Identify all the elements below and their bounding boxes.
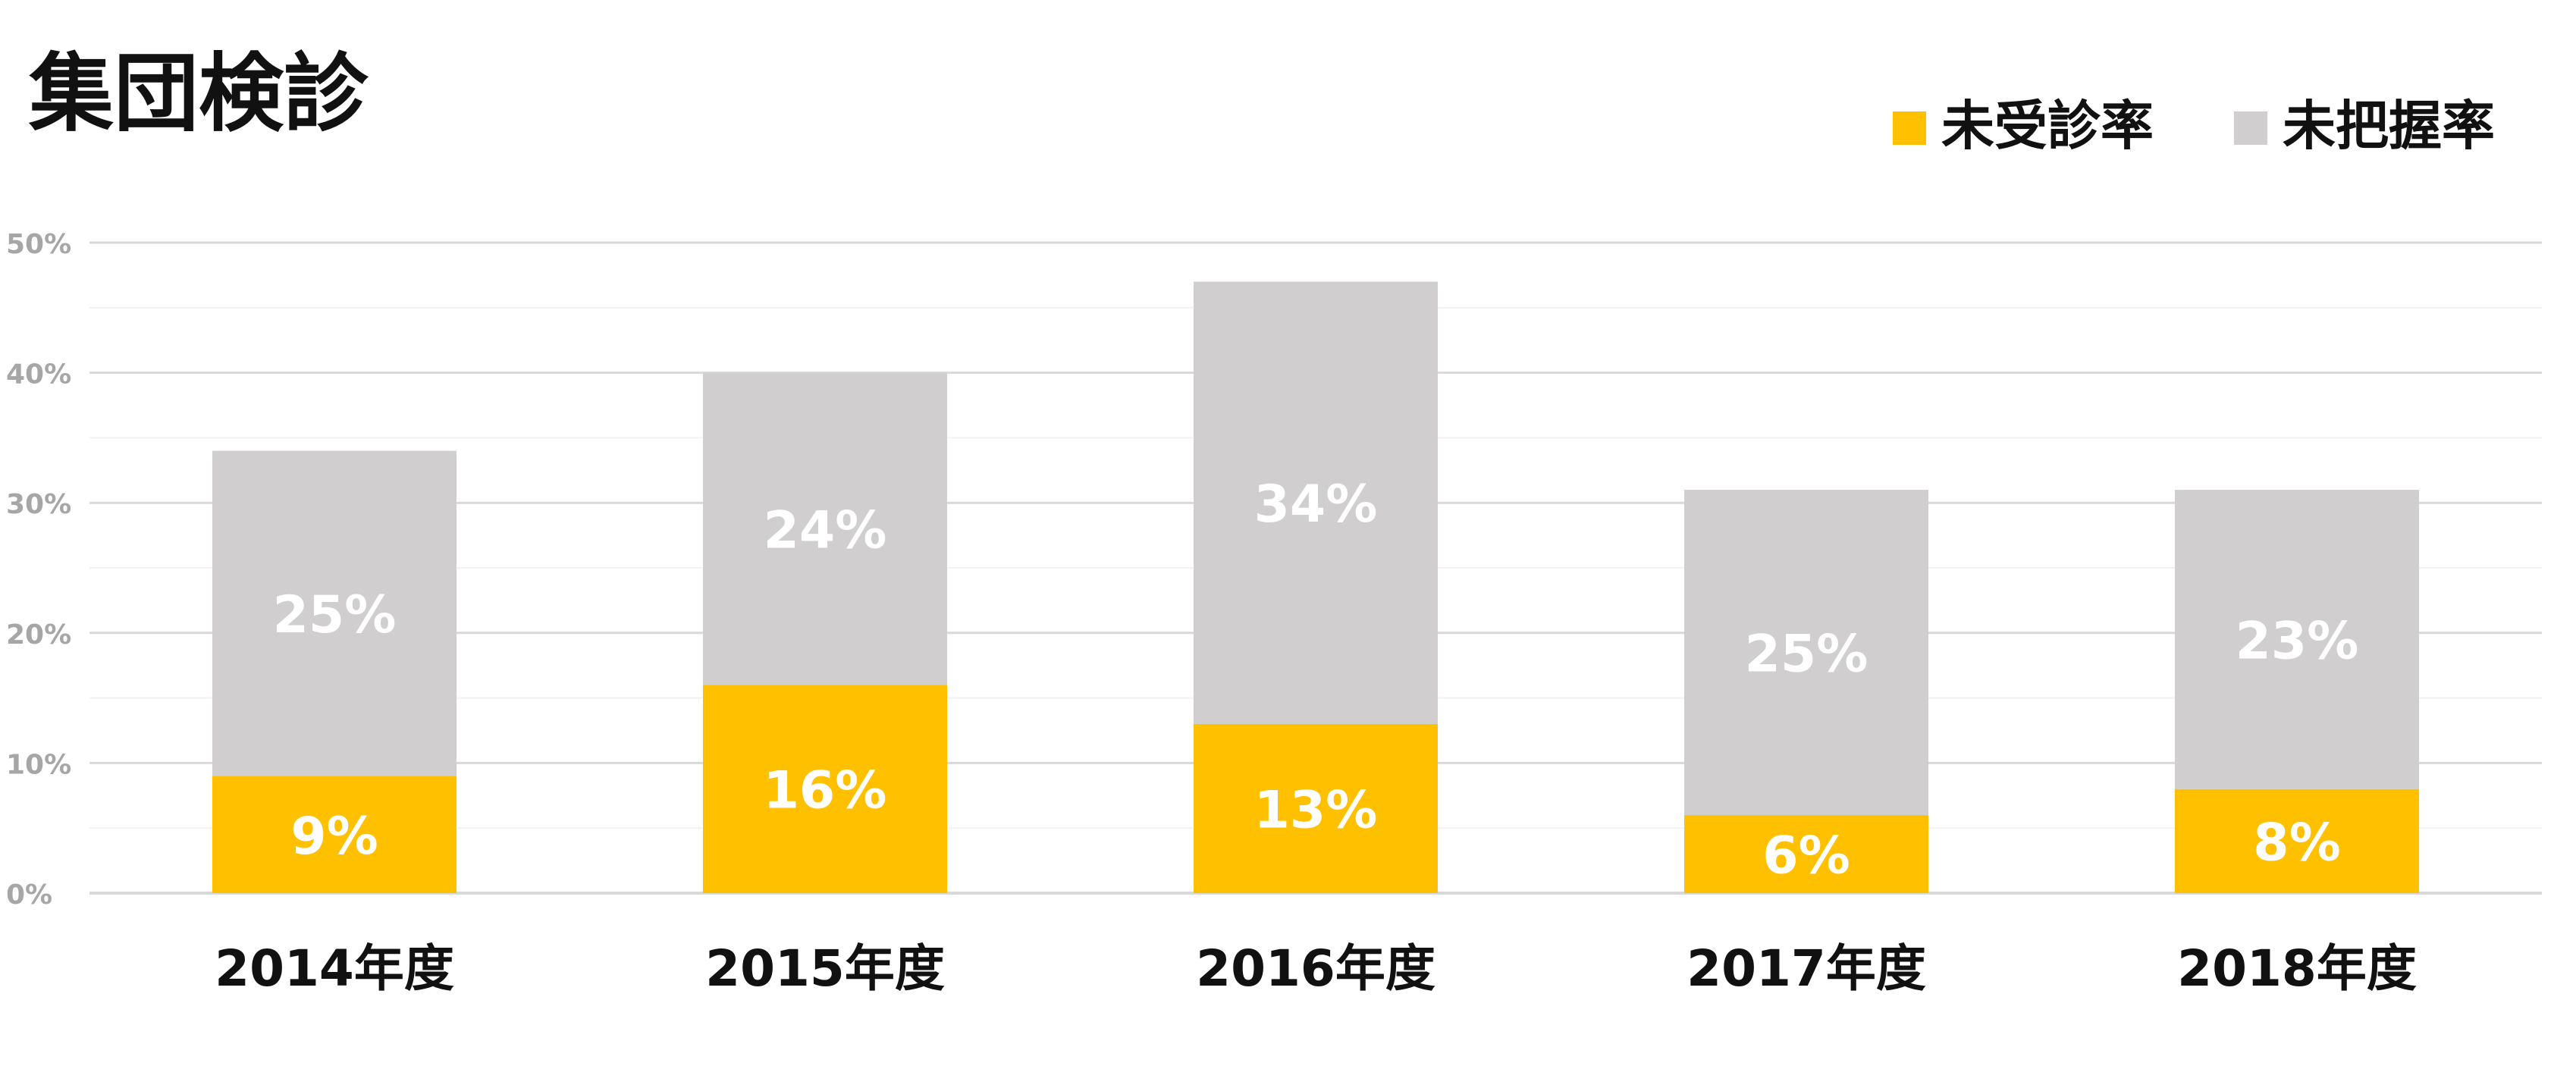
bar-segment-unknown [2175, 490, 2419, 789]
y-tick-label: 0% [6, 879, 52, 911]
x-tick-label: 2014年度 [215, 939, 454, 998]
bars [212, 281, 2419, 893]
legend-swatch-unknown [2234, 111, 2267, 145]
data-label: 9% [290, 807, 378, 867]
bar-value-labels: 9% 25% 16% 24% 13% 34% 6% 25% 8% 23% [273, 475, 2359, 886]
y-tick-label: 40% [6, 359, 71, 390]
y-tick-label: 20% [6, 619, 71, 651]
bar-segment-unknown [1684, 490, 1928, 816]
x-tick-label: 2018年度 [2177, 939, 2417, 998]
bar-segment-unexamined [212, 776, 457, 893]
data-label: 8% [2253, 813, 2340, 873]
data-label: 25% [273, 585, 397, 645]
data-label: 34% [1254, 475, 1378, 535]
legend-label-unknown: 未把握率 [2283, 95, 2495, 157]
y-tick-label: 30% [6, 489, 71, 520]
x-axis-ticks: 2014年度 2015年度 2016年度 2017年度 2018年度 [215, 939, 2417, 998]
bar-segment-unexamined [703, 685, 947, 893]
data-label: 23% [2236, 611, 2359, 671]
bar-segment-unknown [703, 372, 947, 685]
x-tick-label: 2016年度 [1196, 939, 1435, 998]
chart-title: 集団検診 [28, 45, 369, 143]
legend-label-unexamined: 未受診率 [1941, 95, 2154, 157]
data-label: 24% [764, 501, 887, 561]
data-label: 25% [1745, 625, 1868, 685]
data-label: 13% [1254, 780, 1378, 840]
x-tick-label: 2017年度 [1686, 939, 1926, 998]
x-tick-label: 2015年度 [705, 939, 945, 998]
y-tick-label: 50% [6, 229, 71, 260]
y-axis-ticks: 0% 10% 20% 30% 40% 50% [6, 229, 71, 911]
bar-segment-unknown [212, 450, 457, 776]
legend-swatch-unexamined [1893, 111, 1926, 145]
bar-segment-unexamined [2175, 788, 2419, 893]
bar-segment-unknown [1194, 281, 1438, 724]
bar-segment-unexamined [1194, 723, 1438, 893]
data-label: 16% [764, 761, 887, 821]
data-label: 6% [1762, 826, 1850, 886]
legend: 未受診率 未把握率 [1893, 95, 2495, 157]
bar-segment-unexamined [1684, 815, 1928, 893]
y-tick-label: 10% [6, 749, 71, 780]
